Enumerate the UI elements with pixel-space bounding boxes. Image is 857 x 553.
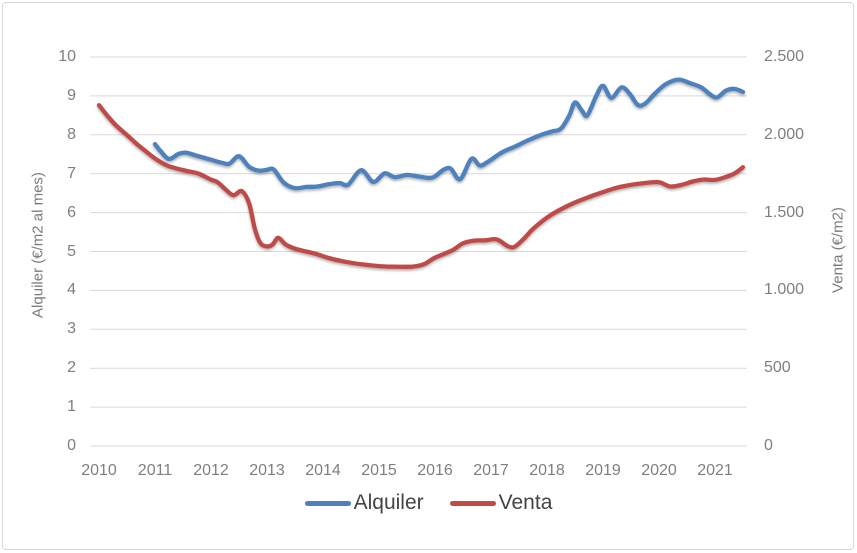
venta-line <box>96 103 746 269</box>
x-axis-year-label: 2011 <box>137 462 173 479</box>
x-axis-year-label: 2016 <box>417 462 453 479</box>
left-axis-title: Alquiler (€/m2 al mes) <box>29 172 47 318</box>
left-axis-tick-label: 7 <box>67 164 76 182</box>
left-axis-tick-label: 10 <box>58 48 76 65</box>
legend-label-venta: Venta <box>498 491 553 514</box>
right-axis-tick-label: 2.000 <box>764 125 805 143</box>
legend-item-venta: Venta <box>449 491 553 515</box>
x-axis-year-label: 2013 <box>249 462 285 479</box>
left-axis-tick-label: 8 <box>67 125 76 143</box>
x-axis-year-label: 2010 <box>81 462 117 479</box>
x-axis-year-label: 2017 <box>473 462 509 479</box>
left-axis-tick-label: 2 <box>67 359 76 377</box>
left-axis-tick-label: 1 <box>67 398 76 416</box>
right-axis-tick-label: 1.500 <box>764 203 805 221</box>
x-axis-year-label: 2019 <box>585 462 621 479</box>
left-axis-tick-label: 4 <box>67 281 76 299</box>
legend: Alquiler Venta <box>0 491 857 515</box>
x-axis-year-label: 2015 <box>361 462 397 479</box>
left-axis-tick-label: 0 <box>67 437 76 454</box>
legend-label-alquiler: Alquiler <box>353 491 424 514</box>
left-axis-tick-label: 9 <box>67 86 76 104</box>
right-axis-tick-label: 1.000 <box>764 281 805 299</box>
left-axis-tick-label: 3 <box>67 320 76 338</box>
right-axis-tick-label: 2.500 <box>764 48 805 65</box>
legend-item-alquiler: Alquiler <box>304 491 424 515</box>
left-axis-tick-label: 6 <box>67 203 76 221</box>
right-axis-tick-label: 0 <box>764 437 773 454</box>
right-axis-tick-label: 500 <box>764 359 791 377</box>
x-axis-year-label: 2014 <box>305 462 341 479</box>
x-axis-year-label: 2021 <box>697 462 733 479</box>
venta-line-swatch <box>449 500 496 506</box>
x-axis-year-label: 2012 <box>193 462 229 479</box>
gridlines <box>90 56 747 447</box>
alquiler-line-swatch <box>304 500 351 506</box>
left-axis-tick-label: 5 <box>67 242 76 260</box>
right-axis-title: Venta (€/m2) <box>829 207 847 293</box>
x-axis-year-label: 2020 <box>641 462 677 479</box>
x-axis-year-label: 2018 <box>529 462 565 479</box>
alquiler-line <box>152 77 746 191</box>
